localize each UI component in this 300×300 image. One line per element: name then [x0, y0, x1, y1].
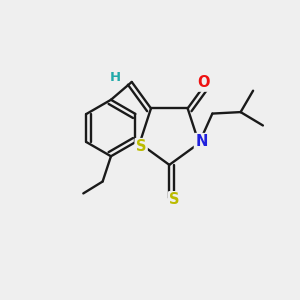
- Text: O: O: [197, 75, 210, 90]
- Text: H: H: [110, 71, 121, 84]
- Text: S: S: [136, 140, 146, 154]
- Text: N: N: [195, 134, 208, 149]
- Text: S: S: [169, 192, 180, 207]
